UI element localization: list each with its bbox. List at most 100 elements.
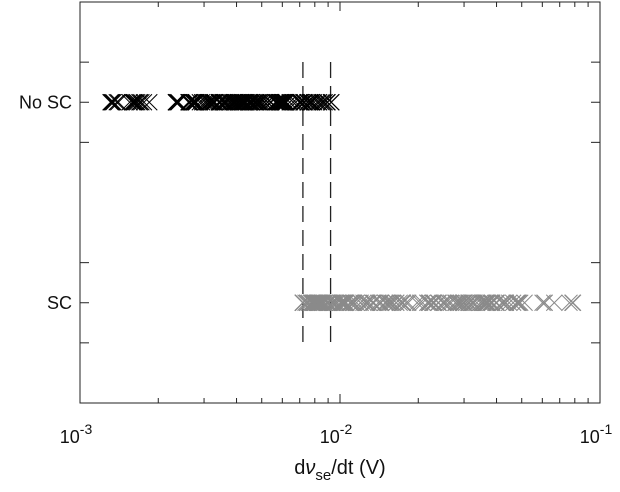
point-marker [336, 294, 354, 312]
plot-frame [79, 1, 601, 404]
x-tick-labels: 10-3 10-2 10-1 [60, 421, 613, 447]
point-marker [301, 93, 319, 111]
y-tick-label: No SC [19, 92, 72, 112]
point-marker [352, 294, 369, 312]
point-marker [510, 294, 528, 312]
point-marker [314, 294, 332, 312]
point-marker [121, 93, 139, 111]
point-marker [269, 93, 287, 111]
point-marker [186, 93, 203, 111]
point-marker [306, 294, 323, 312]
point-marker [243, 93, 261, 111]
point-marker [312, 294, 329, 312]
point-marker [103, 93, 121, 111]
point-marker [337, 294, 355, 312]
point-marker [460, 294, 478, 312]
point-marker [294, 294, 312, 312]
y-tick-labels: No SC SC [19, 92, 72, 313]
point-marker [184, 93, 201, 111]
point-marker [478, 294, 496, 312]
point-marker [268, 93, 285, 111]
point-marker [425, 294, 443, 312]
axis-ticks [79, 2, 601, 403]
point-marker [262, 93, 279, 111]
point-marker [313, 294, 331, 312]
point-marker [218, 93, 236, 111]
point-marker [203, 93, 221, 111]
point-marker [235, 93, 252, 111]
point-marker [308, 93, 326, 111]
point-marker [509, 294, 526, 312]
point-marker [342, 294, 360, 312]
point-marker [169, 93, 187, 111]
point-marker [314, 93, 332, 111]
point-marker [305, 93, 323, 111]
point-marker [102, 93, 119, 111]
point-marker [276, 93, 294, 111]
point-marker [479, 294, 497, 312]
point-marker [564, 294, 581, 312]
point-marker [381, 294, 399, 312]
point-marker [344, 294, 362, 312]
point-marker [360, 294, 378, 312]
point-marker [108, 93, 126, 111]
point-marker [394, 294, 412, 312]
x-tick-label: 10-2 [320, 421, 353, 447]
point-marker [420, 294, 438, 312]
point-marker [418, 294, 436, 312]
point-marker [180, 93, 198, 111]
x-axis-label: dνse/dt (V) [294, 457, 385, 484]
point-marker [464, 294, 481, 312]
point-marker [187, 93, 204, 111]
point-marker [131, 93, 148, 111]
point-marker [128, 93, 146, 111]
point-marker [274, 93, 291, 111]
point-marker [200, 93, 217, 111]
point-marker [187, 93, 205, 111]
series-sc [294, 294, 582, 312]
point-marker [364, 294, 381, 312]
point-marker [109, 93, 127, 111]
point-marker [534, 294, 551, 312]
point-marker [309, 294, 327, 312]
point-marker [500, 294, 518, 312]
point-marker [123, 93, 141, 111]
point-marker [478, 294, 495, 312]
point-marker [378, 294, 396, 312]
point-marker [323, 93, 340, 111]
data-points [102, 93, 582, 312]
point-marker [243, 93, 260, 111]
point-marker [222, 93, 239, 111]
point-marker [105, 93, 122, 111]
point-marker [247, 93, 265, 111]
point-marker [424, 294, 442, 312]
point-marker [451, 294, 469, 312]
point-marker [454, 294, 472, 312]
point-marker [300, 294, 318, 312]
point-marker [255, 93, 273, 111]
point-marker [411, 294, 429, 312]
point-marker [292, 93, 310, 111]
point-marker [561, 294, 578, 312]
point-marker [135, 93, 153, 111]
y-tick-label: SC [47, 293, 72, 313]
point-marker [227, 93, 245, 111]
x-tick-label: 10-1 [580, 421, 613, 447]
point-marker [370, 294, 387, 312]
point-marker [220, 93, 238, 111]
point-marker [310, 93, 328, 111]
point-marker [345, 294, 363, 312]
point-marker [536, 294, 553, 312]
point-marker [205, 93, 222, 111]
series-no-sc [102, 93, 340, 111]
point-marker [167, 93, 185, 111]
point-marker [292, 93, 309, 111]
point-marker [387, 294, 405, 312]
point-marker [455, 294, 473, 312]
point-marker [234, 93, 251, 111]
point-marker [399, 294, 417, 312]
point-marker [249, 93, 267, 111]
point-marker [437, 294, 455, 312]
point-marker [383, 294, 400, 312]
